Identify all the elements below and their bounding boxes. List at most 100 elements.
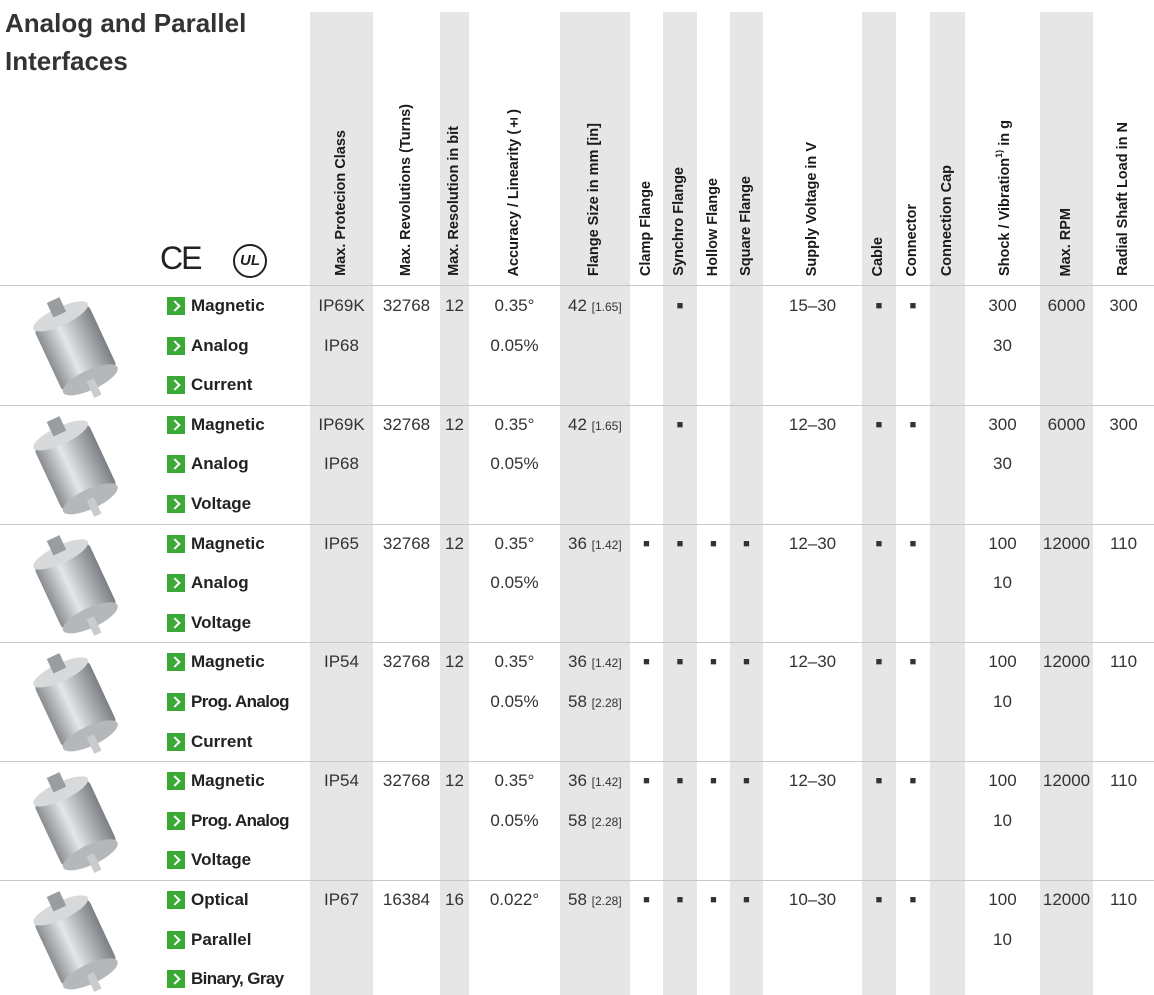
link-icon — [167, 376, 185, 394]
link-icon — [167, 970, 185, 988]
cell: 10 — [965, 801, 1040, 841]
flange-mm: 42 — [568, 415, 587, 434]
cell: IP69K — [310, 286, 373, 326]
cell: ■ — [663, 405, 697, 445]
cell: ■ — [730, 642, 763, 682]
cell: 32768 — [373, 405, 440, 445]
cell: 0.35° — [469, 405, 560, 445]
cell: IP68 — [310, 326, 373, 366]
link-icon — [167, 455, 185, 473]
link-icon — [167, 851, 185, 869]
row-label: Binary, Gray — [191, 959, 284, 995]
link-icon — [167, 535, 185, 553]
cell: IP69K — [310, 405, 373, 445]
cell: IP54 — [310, 761, 373, 801]
cell: ■ — [697, 880, 730, 920]
flange-in: [1.42] — [592, 538, 622, 552]
cell: ■ — [630, 880, 663, 920]
row-label: Prog. Analog — [191, 801, 289, 841]
cell: 12000 — [1040, 880, 1093, 920]
cell: 300 — [965, 286, 1040, 326]
column-header: Max. Resolution in bit — [446, 126, 462, 276]
flange-in: [2.28] — [592, 815, 622, 829]
cell: 42 [1.65] — [568, 286, 638, 326]
cell: 32768 — [373, 286, 440, 326]
cell: 0.05% — [469, 801, 560, 841]
cell: 10 — [965, 682, 1040, 722]
cell: 12–30 — [763, 761, 862, 801]
cell: ■ — [862, 405, 896, 445]
column-header: Hollow Flange — [705, 178, 721, 276]
cell: 0.05% — [469, 563, 560, 603]
cell: 58 [2.28] — [568, 801, 638, 841]
cell: 30 — [965, 444, 1040, 484]
product-image — [5, 291, 155, 401]
cell: 30 — [965, 326, 1040, 366]
cell: 12 — [440, 405, 469, 445]
row-label: Voltage — [191, 840, 251, 880]
cell: IP68 — [310, 444, 373, 484]
column-header: Cable — [870, 237, 886, 277]
link-icon — [167, 495, 185, 513]
cell: 15–30 — [763, 286, 862, 326]
flange-mm: 58 — [568, 890, 587, 909]
cell: 0.05% — [469, 444, 560, 484]
row-label: Analog — [191, 326, 249, 366]
cell: 12 — [440, 524, 469, 564]
cell: 300 — [1093, 286, 1154, 326]
link-icon — [167, 416, 185, 434]
flange-in: [1.42] — [592, 775, 622, 789]
product-image — [5, 529, 155, 639]
cell: 0.35° — [469, 286, 560, 326]
link-icon — [167, 812, 185, 830]
cell: ■ — [862, 761, 896, 801]
row-label: Voltage — [191, 603, 251, 643]
cell: 110 — [1093, 642, 1154, 682]
cell: ■ — [896, 880, 930, 920]
link-icon — [167, 891, 185, 909]
cell: ■ — [663, 524, 697, 564]
flange-mm: 58 — [568, 811, 587, 830]
cell: ■ — [630, 524, 663, 564]
flange-in: [1.65] — [592, 300, 622, 314]
column-header: Synchro Flange — [671, 167, 687, 276]
link-icon — [167, 772, 185, 790]
column-header: Radial Shaft Load in N — [1115, 122, 1131, 276]
link-icon — [167, 693, 185, 711]
row-label: Optical — [191, 880, 249, 920]
cell: 32768 — [373, 642, 440, 682]
column-header: Connector — [904, 204, 920, 277]
column-header: Flange Size in mm [in] — [586, 123, 602, 276]
cell: 0.35° — [469, 642, 560, 682]
cell: 12000 — [1040, 524, 1093, 564]
row-label: Magnetic — [191, 761, 265, 801]
cell: 32768 — [373, 524, 440, 564]
cell: 0.05% — [469, 326, 560, 366]
cell: 42 [1.65] — [568, 405, 638, 445]
row-label: Magnetic — [191, 524, 265, 564]
header-text: Shock / Vibration — [996, 158, 1012, 276]
cell: ■ — [663, 286, 697, 326]
row-label: Analog — [191, 563, 249, 603]
link-icon — [167, 574, 185, 592]
cell: ■ — [862, 524, 896, 564]
cell: 16384 — [373, 880, 440, 920]
column-header: Max. RPM — [1058, 208, 1074, 277]
row-label: Magnetic — [191, 286, 265, 326]
cell: 12–30 — [763, 524, 862, 564]
cell: 16 — [440, 880, 469, 920]
header-suffix: in g — [996, 120, 1012, 150]
cell: ■ — [663, 642, 697, 682]
cell: 300 — [965, 405, 1040, 445]
cell: ■ — [896, 286, 930, 326]
cell: ■ — [730, 524, 763, 564]
link-icon — [167, 297, 185, 315]
link-icon — [167, 653, 185, 671]
cell: 12 — [440, 286, 469, 326]
row-label: Current — [191, 365, 252, 405]
cell: 12–30 — [763, 405, 862, 445]
cell: ■ — [630, 642, 663, 682]
cell: ■ — [896, 761, 930, 801]
cell: ■ — [896, 642, 930, 682]
cell: 36 [1.42] — [568, 642, 638, 682]
